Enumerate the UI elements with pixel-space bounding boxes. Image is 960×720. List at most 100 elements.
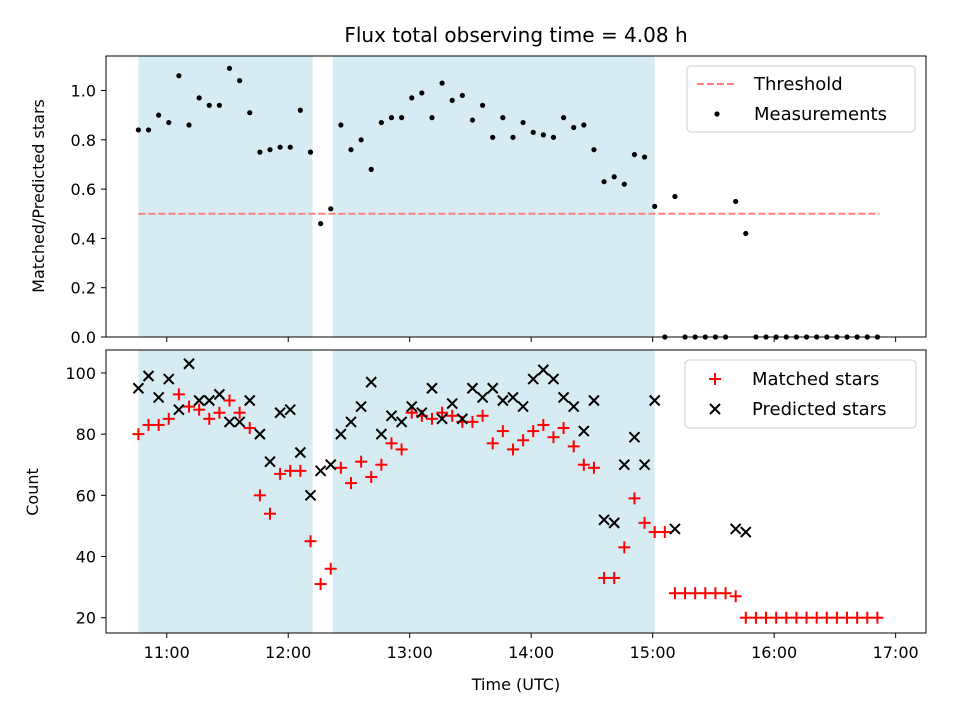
predicted-star-marker bbox=[669, 523, 681, 535]
measurement-point bbox=[186, 122, 192, 128]
matched-star-marker bbox=[668, 587, 681, 600]
matched-star-marker bbox=[628, 492, 641, 505]
predicted-star-marker bbox=[294, 446, 307, 459]
predicted-star-marker bbox=[547, 373, 560, 385]
predicted-star-marker bbox=[244, 394, 256, 407]
predicted-star-marker bbox=[385, 410, 398, 422]
predicted-star-marker bbox=[416, 407, 428, 419]
y-tick-label: 20 bbox=[76, 609, 96, 628]
matched-star-marker bbox=[274, 467, 287, 480]
predicted-star-marker bbox=[648, 394, 661, 407]
predicted-star-marker bbox=[304, 489, 317, 502]
y-axis-label: Matched/Predicted stars bbox=[29, 99, 48, 293]
legend: Matched stars Predicted stars bbox=[684, 359, 917, 429]
predicted-star-marker bbox=[193, 394, 205, 407]
predicted-star-marker bbox=[578, 425, 590, 437]
matched-star-marker bbox=[547, 431, 560, 444]
matched-star-marker bbox=[264, 507, 276, 520]
matched-star-marker bbox=[375, 458, 388, 471]
measurement-point bbox=[560, 115, 567, 121]
y-tick-label: 0.6 bbox=[71, 180, 96, 199]
predicted-star-marker bbox=[466, 382, 479, 394]
measurement-point bbox=[399, 115, 405, 121]
predicted-star-marker bbox=[436, 413, 448, 425]
measurement-point bbox=[540, 132, 546, 138]
predicted-star-marker bbox=[163, 373, 175, 385]
matched-star-marker bbox=[830, 611, 843, 624]
matched-star-marker bbox=[183, 400, 196, 413]
matched-star-marker bbox=[719, 587, 732, 600]
legend-label-matched: Matched stars bbox=[752, 369, 879, 390]
predicted-star-marker bbox=[406, 400, 418, 413]
measurement-point bbox=[469, 117, 476, 123]
measurement-point bbox=[237, 78, 243, 84]
legend-label-predicted: Predicted stars bbox=[752, 399, 886, 420]
predicted-star-marker bbox=[203, 394, 215, 407]
predicted-star-marker bbox=[395, 416, 408, 428]
matched-star-marker bbox=[314, 578, 327, 591]
matched-star-marker bbox=[436, 406, 449, 419]
matched-star-marker bbox=[213, 406, 226, 419]
x-axis-label: Time (UTC) bbox=[471, 675, 560, 694]
matched-star-marker bbox=[557, 422, 570, 435]
predicted-star-marker bbox=[729, 523, 742, 535]
y-axis-ticks: 20 40 60 80 100 bbox=[65, 364, 106, 628]
matched-star-marker bbox=[699, 587, 712, 600]
predicted-star-marker bbox=[325, 459, 337, 471]
predicted-star-marker bbox=[284, 403, 296, 416]
observing-windows bbox=[138, 56, 655, 337]
measurement-point bbox=[439, 80, 445, 86]
y-tick-label: 0.4 bbox=[71, 229, 96, 248]
predicted-star-marker bbox=[557, 391, 570, 404]
predicted-star-marker bbox=[254, 428, 266, 440]
matched-star-marker bbox=[861, 611, 874, 624]
predicted-star-marker bbox=[365, 376, 377, 388]
matched-star-marker bbox=[203, 412, 216, 425]
measurement-point bbox=[196, 95, 202, 101]
matched-star-marker bbox=[223, 394, 236, 407]
measurement-point bbox=[358, 137, 364, 143]
x-tick-label: 17:00 bbox=[873, 643, 919, 662]
matched-star-marker bbox=[294, 464, 307, 477]
x-tick-label: 13:00 bbox=[387, 643, 433, 662]
predicted-star-marker bbox=[618, 459, 631, 471]
measurement-point bbox=[520, 119, 526, 126]
matched-star-marker bbox=[729, 590, 742, 603]
measurement-point bbox=[297, 107, 303, 113]
measurement-point bbox=[135, 127, 141, 133]
legend-predicted-swatch bbox=[709, 403, 721, 415]
measurement-point bbox=[378, 119, 384, 126]
matched-star-marker bbox=[304, 535, 317, 548]
top-panel: Flux total observing time = 4.08 h 0.00.… bbox=[29, 23, 927, 347]
y-tick-label: 80 bbox=[76, 425, 96, 444]
plot-frame bbox=[105, 349, 927, 634]
matched-star-marker bbox=[233, 406, 246, 419]
measurement-point bbox=[459, 92, 465, 99]
measurement-point bbox=[348, 147, 354, 153]
predicted-star-marker bbox=[426, 382, 438, 394]
measurement-point bbox=[490, 134, 496, 140]
matched-star-marker bbox=[871, 611, 884, 624]
matched-star-marker bbox=[577, 458, 590, 471]
measurement-point bbox=[166, 119, 172, 126]
y-tick-label: 100 bbox=[65, 364, 96, 383]
predicted-star-marker bbox=[355, 400, 367, 413]
observing-window-2 bbox=[332, 56, 655, 337]
matched-star-marker bbox=[689, 587, 702, 600]
matched-star-marker bbox=[638, 516, 651, 529]
predicted-star-marker bbox=[173, 403, 185, 416]
x-tick-label: 14:00 bbox=[508, 643, 554, 662]
matched-star-marker bbox=[770, 611, 783, 624]
predicted-star-marker bbox=[638, 459, 651, 471]
measurement-point bbox=[631, 151, 638, 158]
legend-label-threshold: Threshold bbox=[753, 74, 843, 95]
matched-star-marker bbox=[527, 425, 540, 438]
y-tick-label: 0.8 bbox=[71, 131, 96, 150]
plot-frame bbox=[105, 55, 927, 338]
matched-star-marker bbox=[749, 611, 762, 624]
matched-star-marker bbox=[709, 587, 722, 600]
measurement-point bbox=[328, 206, 334, 212]
measurement-point bbox=[733, 198, 739, 205]
x-tick-label: 12:00 bbox=[265, 643, 311, 662]
measurement-point bbox=[530, 129, 536, 136]
